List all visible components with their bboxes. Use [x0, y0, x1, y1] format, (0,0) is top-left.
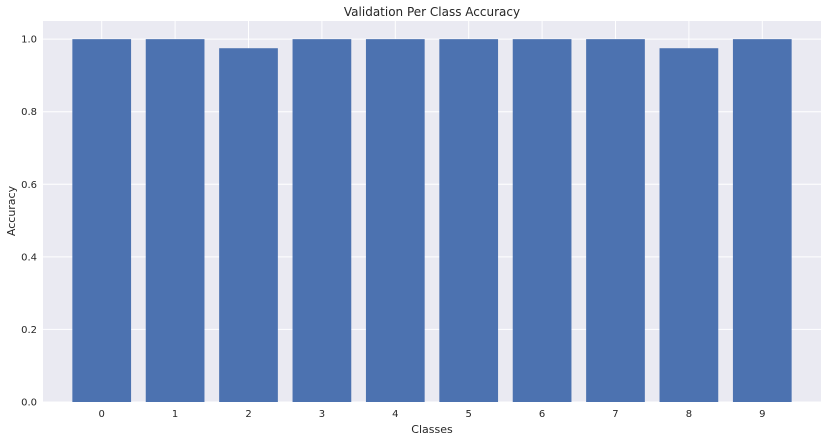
x-tick-label: 9	[759, 409, 765, 420]
x-axis-label: Classes	[411, 423, 453, 436]
bars	[72, 39, 792, 403]
bar-class-4	[365, 39, 425, 403]
x-tick-label: 6	[539, 409, 545, 420]
bar-class-2	[219, 48, 278, 402]
x-tick-label: 1	[172, 409, 178, 420]
y-tick-label: 0.2	[21, 325, 37, 336]
x-tick-label: 4	[392, 409, 398, 420]
x-tick-label: 3	[319, 409, 325, 420]
bar-class-5	[439, 39, 499, 403]
x-tick-label: 0	[99, 409, 105, 420]
y-tick-labels: 0.0 0.2 0.4 0.6 0.8 1.0	[21, 35, 37, 409]
y-tick-label: 1.0	[21, 35, 37, 46]
y-axis-label: Accuracy	[5, 185, 18, 236]
bar-class-3	[292, 39, 352, 403]
chart-title: Validation Per Class Accuracy	[344, 5, 520, 19]
x-tick-label: 5	[466, 409, 472, 420]
x-tick-label: 7	[612, 409, 618, 420]
y-tick-label: 0.8	[21, 107, 37, 118]
bar-class-7	[586, 39, 645, 403]
y-tick-label: 0.0	[21, 398, 37, 409]
y-tick-label: 0.6	[21, 180, 37, 191]
bar-class-9	[732, 39, 792, 403]
y-tick-label: 0.4	[21, 252, 37, 263]
bar-class-0	[72, 39, 132, 403]
x-tick-labels: 0 1 2 3 4 5 6 7 8 9	[99, 409, 766, 420]
x-tick-label: 2	[245, 409, 251, 420]
bar-class-6	[512, 39, 572, 403]
bar-class-8	[659, 48, 719, 402]
bar-class-1	[145, 39, 205, 403]
x-tick-label: 8	[686, 409, 692, 420]
